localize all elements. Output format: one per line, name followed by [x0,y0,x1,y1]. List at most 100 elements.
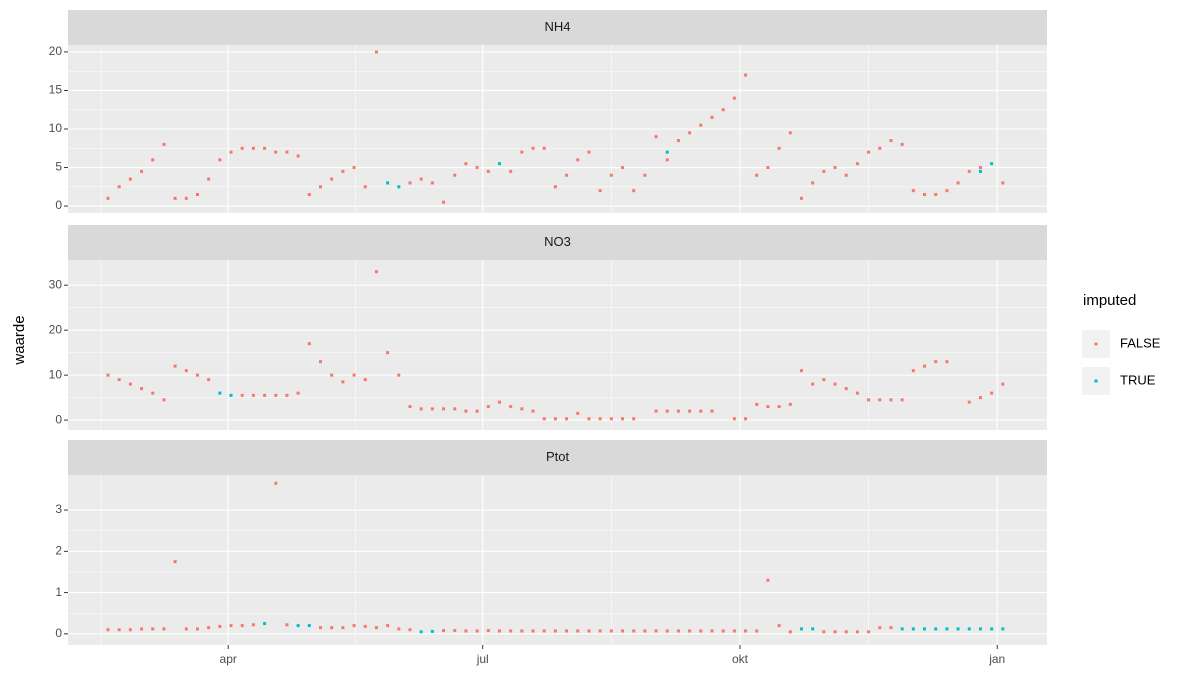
point [442,407,446,411]
strip [68,440,1047,475]
point [710,409,714,413]
point [978,627,982,631]
point [956,627,960,631]
panel [68,475,1047,645]
point [632,189,636,193]
point [274,150,278,154]
point [442,629,446,633]
point [878,146,882,150]
point [285,150,289,154]
point [744,417,748,421]
point [117,628,121,632]
point [319,185,323,189]
point [900,142,904,146]
point [1001,382,1005,386]
point [665,409,669,413]
point [598,629,602,633]
point [240,393,244,397]
point [307,193,311,197]
point [542,417,546,421]
point [374,50,378,54]
point [676,139,680,143]
y-tick-label: 0 [55,198,62,212]
point [990,162,994,166]
point [240,146,244,150]
point [878,398,882,402]
point [1001,181,1005,185]
point [419,407,423,411]
point [486,629,490,633]
point [889,139,893,143]
point [162,627,166,631]
point [386,181,390,185]
point [184,627,188,631]
point [632,417,636,421]
point [140,387,144,391]
point [453,629,457,633]
point [710,629,714,633]
point [184,369,188,373]
point [352,624,356,628]
legend-swatch [1094,342,1098,346]
point [621,166,625,170]
strip-label: NH4 [544,19,570,34]
point [374,270,378,274]
point [587,150,591,154]
point [744,629,748,633]
point [475,629,479,633]
point [766,166,770,170]
point [341,380,345,384]
point [509,405,513,409]
legend-label: FALSE [1120,335,1161,350]
point [889,398,893,402]
point [665,629,669,633]
point [945,627,949,631]
point [195,193,199,197]
point [408,405,412,409]
point [453,407,457,411]
point [553,629,557,633]
point [688,409,692,413]
point [811,627,815,631]
point [464,409,468,413]
point [486,169,490,173]
point [140,169,144,173]
point [978,169,982,173]
point [497,400,501,404]
point [464,629,468,633]
point [408,181,412,185]
point [229,393,233,397]
point [520,407,524,411]
point [363,378,367,382]
point [923,193,927,197]
y-tick-label: 0 [55,412,62,426]
point [699,629,703,633]
point [945,360,949,364]
point [207,177,211,181]
point [867,398,871,402]
point [844,173,848,177]
point [822,630,826,634]
point [956,181,960,185]
x-tick-label: apr [220,652,237,666]
point [296,391,300,395]
point [319,360,323,364]
point [855,162,859,166]
point [632,629,636,633]
point [609,173,613,177]
point [140,627,144,631]
point [744,73,748,77]
x-tick-label: okt [732,652,749,666]
point [128,177,132,181]
strip-label: NO3 [544,234,571,249]
point [106,628,110,632]
point [553,417,557,421]
point [654,135,658,139]
point [676,409,680,413]
point [151,158,155,162]
point [799,369,803,373]
point [609,629,613,633]
point [844,387,848,391]
point [576,629,580,633]
point [665,158,669,162]
